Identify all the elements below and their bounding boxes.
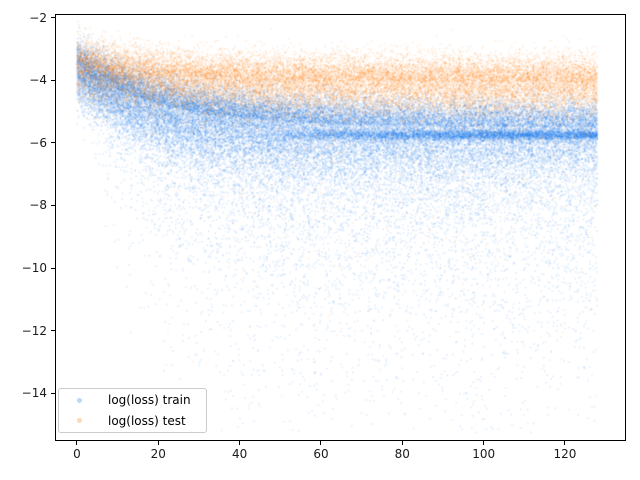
x-tick-label: 100: [472, 447, 496, 461]
x-tick-mark: [320, 441, 322, 445]
legend-item-test: log(loss) test: [59, 412, 206, 430]
legend-label-train: log(loss) train: [108, 393, 191, 408]
y-tick-label: −4: [29, 73, 47, 88]
legend: log(loss) train log(loss) test: [58, 388, 207, 433]
x-tick-mark: [483, 441, 485, 445]
plot-area: [55, 14, 626, 441]
x-tick-mark: [157, 441, 159, 445]
x-tick-label: 20: [150, 447, 166, 461]
y-tick-label: −12: [21, 323, 47, 338]
x-tick-label: 40: [231, 447, 248, 461]
y-tick-mark: [51, 142, 55, 144]
y-tick-label: −8: [29, 198, 47, 213]
y-tick-mark: [51, 330, 55, 332]
x-tick-label: 120: [553, 447, 577, 461]
y-tick-mark: [51, 392, 55, 394]
y-tick-label: −2: [29, 10, 47, 25]
legend-label-test: log(loss) test: [108, 413, 186, 428]
x-tick-mark: [564, 441, 566, 445]
y-tick-label: −10: [21, 261, 47, 275]
x-tick-label: 0: [73, 447, 81, 461]
test-marker-icon: [77, 418, 82, 424]
y-tick-mark: [51, 204, 55, 206]
x-tick-mark: [239, 441, 241, 445]
y-tick-label: −6: [29, 135, 47, 150]
x-tick-mark: [76, 441, 78, 445]
y-tick-label: −14: [21, 386, 47, 401]
y-tick-mark: [51, 79, 55, 81]
x-tick-label: 80: [394, 447, 410, 461]
y-tick-mark: [51, 17, 55, 19]
train-marker-icon: [77, 397, 82, 403]
x-tick-label: 60: [313, 447, 329, 461]
y-tick-mark: [51, 267, 55, 269]
x-tick-mark: [401, 441, 403, 445]
legend-item-train: log(loss) train: [59, 391, 206, 409]
